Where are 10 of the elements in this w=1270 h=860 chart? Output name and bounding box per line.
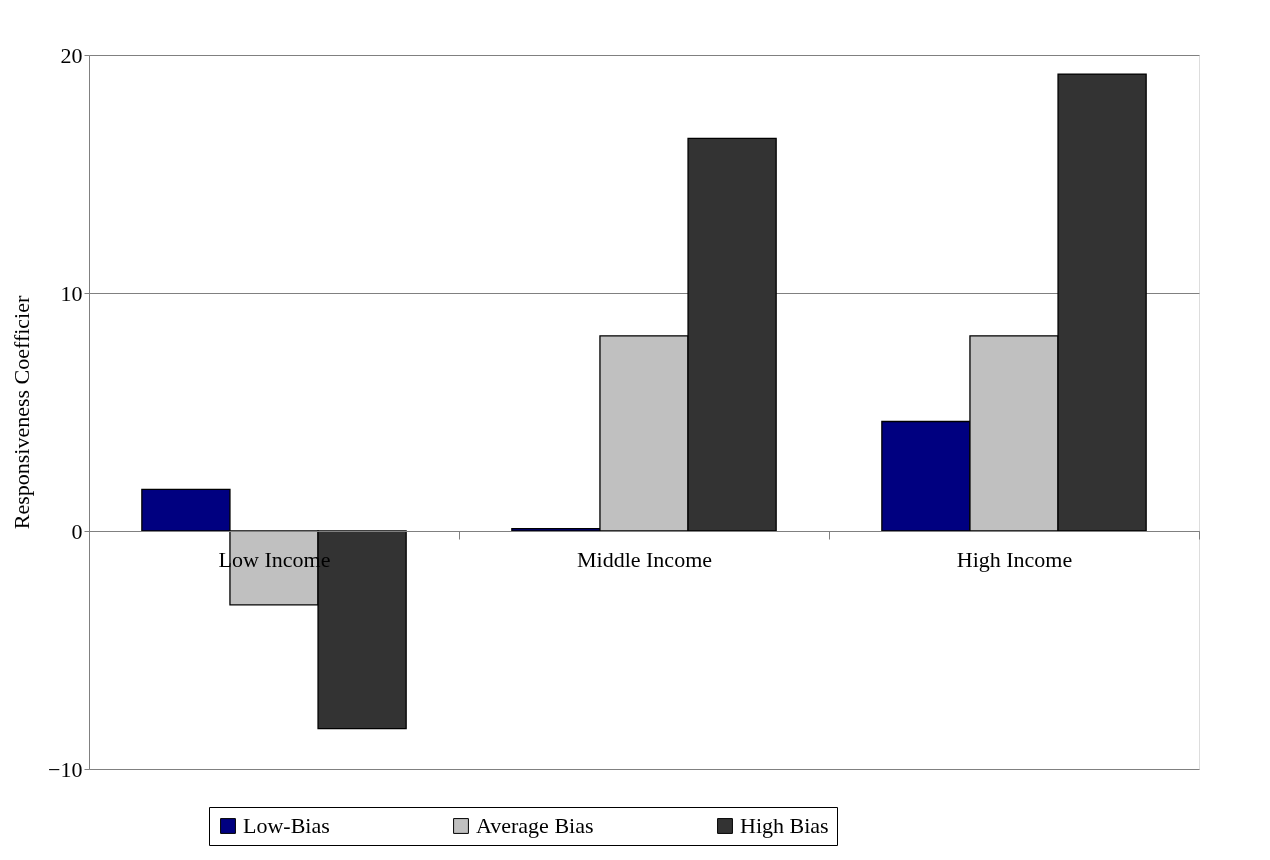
- x-tick-label: Middle Income: [576, 546, 713, 572]
- y-tick-label: 20: [60, 42, 83, 68]
- y-tick-label: 0: [71, 518, 83, 544]
- legend-label: High Bias: [740, 813, 829, 838]
- y-tick-label: −10: [48, 756, 83, 782]
- legend-label: Low-Bias: [243, 813, 330, 838]
- y-axis-title: Responsiveness Coefficier: [9, 295, 35, 530]
- x-tick-label: High Income: [956, 546, 1073, 572]
- legend-label: Average Bias: [476, 813, 594, 838]
- y-tick-label: 10: [60, 280, 83, 306]
